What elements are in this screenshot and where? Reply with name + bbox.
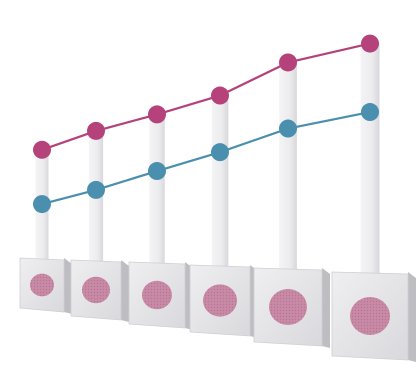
series-2-point-4 [211,143,229,162]
series-2-point-1 [33,195,51,214]
series-2-point-6 [361,103,379,122]
card-side-2 [121,260,129,322]
pillar-4 [211,95,229,270]
series-line-1 [41,42,371,151]
category-marker-3 [142,280,172,310]
series-line-2 [41,110,371,206]
series-2-point-5 [279,119,297,138]
pillar-6 [360,43,380,276]
series-2-point-2 [87,180,105,199]
category-marker-4 [203,284,237,317]
category-marker-5 [269,288,307,326]
category-marker-1 [30,273,54,297]
category-marker-2 [82,276,110,304]
series-2-point-3 [148,162,166,181]
series-1-point-2 [87,121,105,140]
series-1-point-4 [211,86,229,105]
card-side-1 [64,258,72,314]
pillar-3 [149,114,165,267]
card-side-6 [408,272,416,362]
series-1-point-3 [148,105,166,124]
series-1-point-1 [33,140,51,159]
category-marker-6 [350,297,390,335]
card-side-5 [322,268,330,348]
series-1-point-5 [279,53,297,72]
series-1-point-6 [361,34,379,53]
pillar-5 [279,62,297,273]
